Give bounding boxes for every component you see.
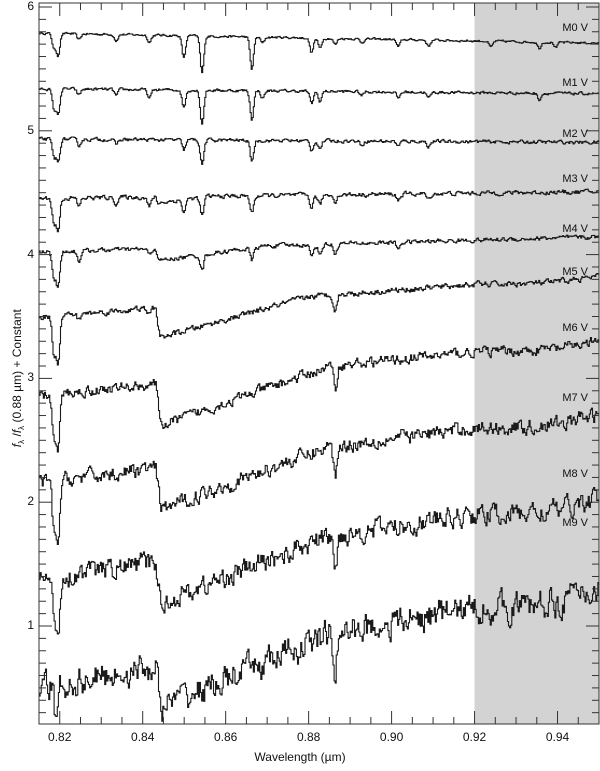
ylabel-f1: f: [9, 443, 24, 448]
ylabel-sub2: λ: [17, 425, 27, 430]
spectrum-line: [39, 582, 600, 722]
series-label: M8 V: [562, 467, 588, 480]
x-tick-label: 0.86: [213, 730, 238, 744]
ylabel-f2: f: [9, 429, 24, 434]
spectrum-line: [39, 86, 600, 125]
series-label: M9 V: [562, 517, 588, 530]
x-tick-label: 0.82: [48, 730, 72, 744]
series-label: M1 V: [562, 76, 588, 89]
y-tick-label: 4: [27, 246, 34, 261]
series-label: M7 V: [562, 392, 588, 405]
y-axis-label: fλ /fλ (0.88 µm) + Constant: [10, 248, 26, 508]
x-tick-label: 0.92: [462, 730, 487, 744]
series-label: M0 V: [562, 22, 588, 35]
spectrum-line: [39, 31, 600, 74]
axis-ticks: [38, 3, 600, 724]
y-tick-label: 3: [27, 370, 34, 385]
x-axis-label: Wavelength (µm): [254, 750, 346, 764]
spectrum-line: [39, 234, 600, 288]
spectrum-line: [39, 136, 600, 165]
shaded-region: [474, 3, 599, 724]
series-label: M5 V: [562, 266, 588, 279]
series-label: M6 V: [562, 321, 588, 334]
ylabel-sub1: λ: [17, 439, 27, 444]
series-label: M3 V: [562, 173, 588, 186]
spectrum-line: [39, 407, 600, 545]
x-tick-label: 0.84: [131, 730, 155, 744]
x-tick-label: 0.90: [379, 730, 404, 744]
spectrum-line: [39, 188, 600, 233]
spectrum-line: [39, 336, 600, 453]
series-label: M2 V: [562, 127, 588, 140]
y-tick-label: 2: [27, 494, 34, 509]
series-label: M4 V: [562, 222, 588, 235]
ylabel-slash: /: [9, 433, 24, 440]
x-tick-label: 0.88: [296, 730, 321, 744]
spectra-lines: [39, 31, 600, 722]
y-tick-label: 5: [27, 122, 34, 137]
spectrum-line: [39, 273, 600, 366]
ylabel-rest: (0.88 µm) + Constant: [9, 309, 24, 426]
y-tick-label: 6: [27, 0, 34, 13]
spectrum-line: [39, 487, 600, 635]
x-tick-label: 0.94: [545, 730, 570, 744]
y-tick-label: 1: [27, 618, 34, 632]
plot-frame: [38, 2, 600, 725]
